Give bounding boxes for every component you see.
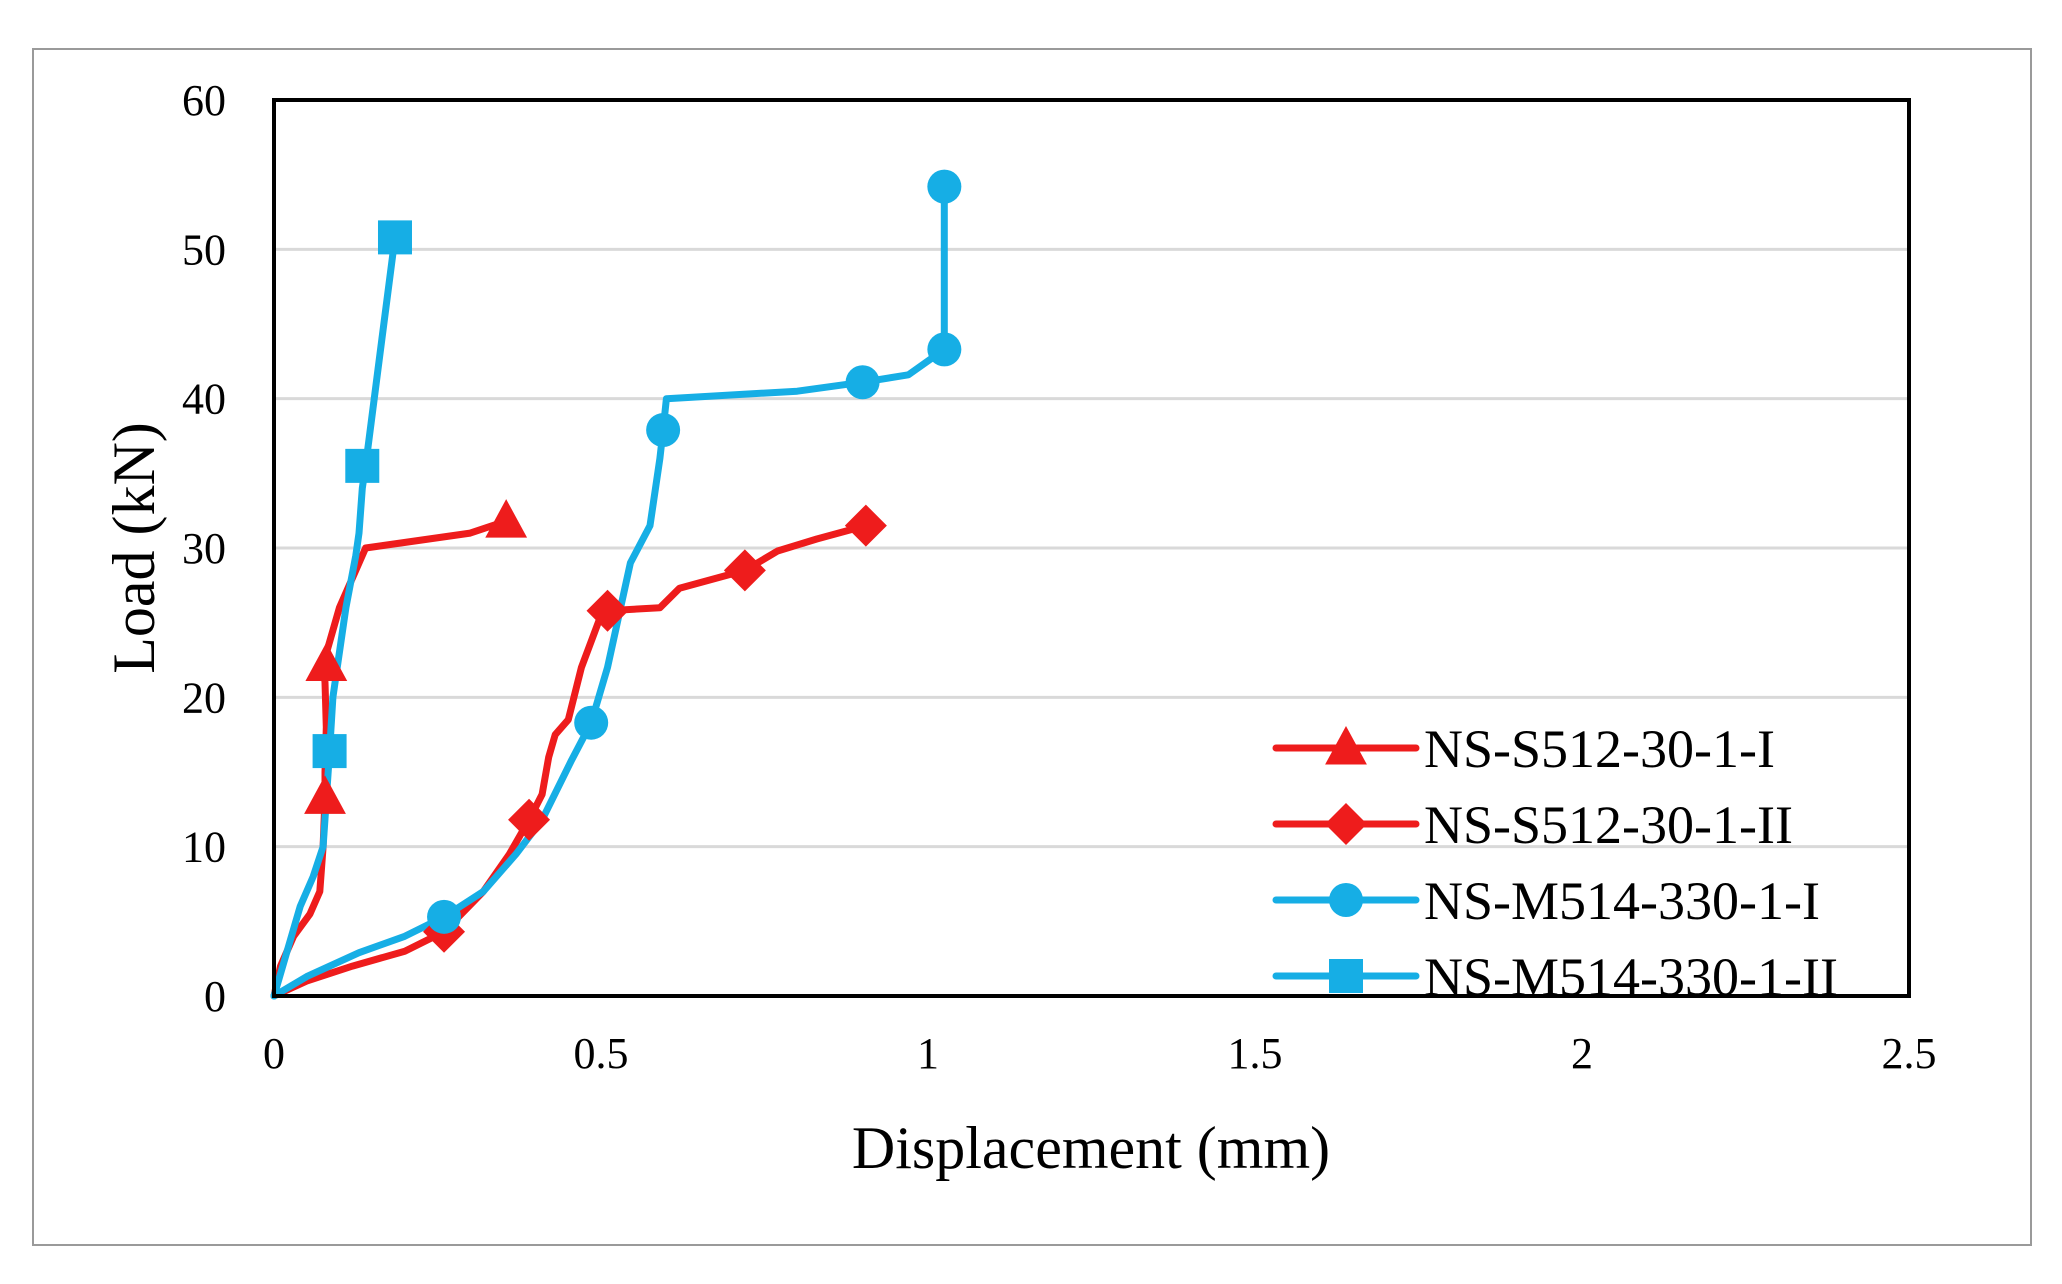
data-point-series-2 [586,589,629,632]
x-tick-label: 2.5 [1882,1029,1937,1078]
legend-label: NS-M514-330-1-II [1424,947,1838,1007]
x-tick-label: 1.5 [1228,1029,1283,1078]
data-point-series-2 [508,798,551,841]
data-point-series-1 [305,642,348,681]
data-point-series-3 [574,705,609,740]
series-line-3 [270,183,948,1000]
y-tick-label: 0 [204,972,226,1021]
data-point-series-4 [377,220,412,255]
x-tick-label: 2 [1571,1029,1593,1078]
data-point-series-4 [345,448,380,483]
gridlines [274,247,1909,849]
x-tick-label: 0.5 [574,1029,629,1078]
legend-label: NS-S512-30-1-I [1424,719,1775,779]
y-tick-label: 60 [182,76,226,125]
plot-area-border [272,98,1911,998]
data-point-series-2 [723,549,766,592]
data-point-series-2 [844,504,887,547]
data-point-series-3 [646,413,681,448]
y-tick-label: 10 [182,823,226,872]
data-point-series-1 [485,499,528,538]
series-line-2 [270,522,870,1000]
x-tick-label: 1 [917,1029,939,1078]
legend-item-3: NS-M514-330-1-I [1272,871,1820,931]
legend-marker [1325,803,1367,845]
chart-frame: 0 10 20 30 40 50 60 0 0.5 1 1.5 2 2.5 Displacement (… [32,48,2032,1246]
y-tick-label: 50 [182,225,226,274]
data-point-series-3 [927,169,962,204]
data-point-series-3 [427,899,462,934]
series-layer [270,169,962,1000]
legend-marker [1325,726,1367,765]
legend-label: NS-M514-330-1-I [1424,871,1820,931]
chart-svg: 0 10 20 30 40 50 60 0 0.5 1 1.5 2 2.5 Displacement (… [101,76,1937,1181]
y-tick-label: 20 [182,673,226,722]
legend-marker [1329,883,1363,917]
y-tick-label: 30 [182,524,226,573]
data-point-series-4 [312,734,347,769]
data-point-series-1 [304,775,346,814]
y-tick-label: 40 [182,375,226,424]
legend-item-1: NS-S512-30-1-I [1272,719,1775,779]
legend-item-2: NS-S512-30-1-II [1272,795,1793,855]
legend: NS-S512-30-1-I NS-S512-30-1-II NS-M514-330… [1272,719,1838,1007]
y-axis-title: Load (kN) [101,422,167,674]
x-tick-label: 0 [263,1029,285,1078]
legend-marker [1329,959,1363,993]
data-point-series-3 [845,365,880,400]
series-line-1 [270,517,510,1000]
data-point-series-3 [927,332,962,367]
legend-label: NS-S512-30-1-II [1424,795,1793,855]
x-axis-title: Displacement (mm) [852,1115,1330,1181]
legend-item-4: NS-M514-330-1-II [1272,947,1838,1007]
tick-labels: 0 10 20 30 40 50 60 0 0.5 1 1.5 2 2.5 [182,76,1937,1078]
